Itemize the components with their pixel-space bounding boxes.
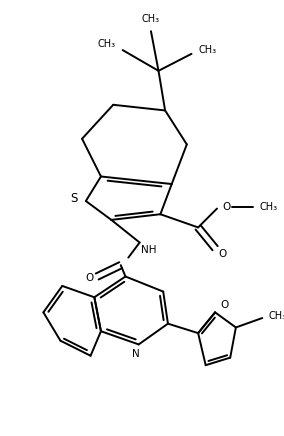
Text: CH₃: CH₃ bbox=[97, 39, 116, 49]
Text: O: O bbox=[218, 249, 227, 259]
Text: O: O bbox=[85, 273, 94, 283]
Text: CH₃: CH₃ bbox=[260, 202, 278, 212]
Text: NH: NH bbox=[141, 245, 157, 255]
Text: N: N bbox=[132, 349, 140, 359]
Text: CH₃: CH₃ bbox=[268, 311, 284, 321]
Text: O: O bbox=[220, 300, 229, 310]
Text: O: O bbox=[222, 202, 231, 212]
Text: CH₃: CH₃ bbox=[142, 14, 160, 24]
Text: S: S bbox=[70, 192, 77, 204]
Text: CH₃: CH₃ bbox=[199, 45, 217, 55]
